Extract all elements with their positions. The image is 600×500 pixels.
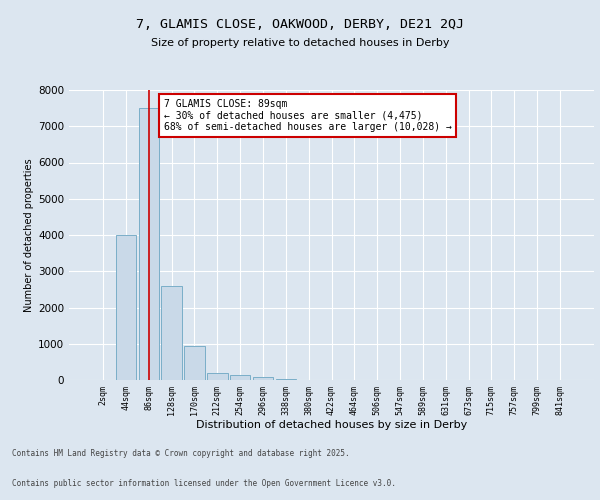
Bar xyxy=(139,108,159,380)
Text: Size of property relative to detached houses in Derby: Size of property relative to detached ho… xyxy=(151,38,449,48)
Bar xyxy=(253,377,273,380)
Bar xyxy=(161,286,182,380)
Text: Contains public sector information licensed under the Open Government Licence v3: Contains public sector information licen… xyxy=(12,478,396,488)
X-axis label: Distribution of detached houses by size in Derby: Distribution of detached houses by size … xyxy=(196,420,467,430)
Bar xyxy=(116,235,136,380)
Bar xyxy=(230,374,250,380)
Text: Contains HM Land Registry data © Crown copyright and database right 2025.: Contains HM Land Registry data © Crown c… xyxy=(12,448,350,458)
Bar xyxy=(207,373,227,380)
Text: 7, GLAMIS CLOSE, OAKWOOD, DERBY, DE21 2QJ: 7, GLAMIS CLOSE, OAKWOOD, DERBY, DE21 2Q… xyxy=(136,18,464,30)
Y-axis label: Number of detached properties: Number of detached properties xyxy=(24,158,34,312)
Bar xyxy=(184,346,205,380)
Text: 7 GLAMIS CLOSE: 89sqm
← 30% of detached houses are smaller (4,475)
68% of semi-d: 7 GLAMIS CLOSE: 89sqm ← 30% of detached … xyxy=(163,98,451,132)
